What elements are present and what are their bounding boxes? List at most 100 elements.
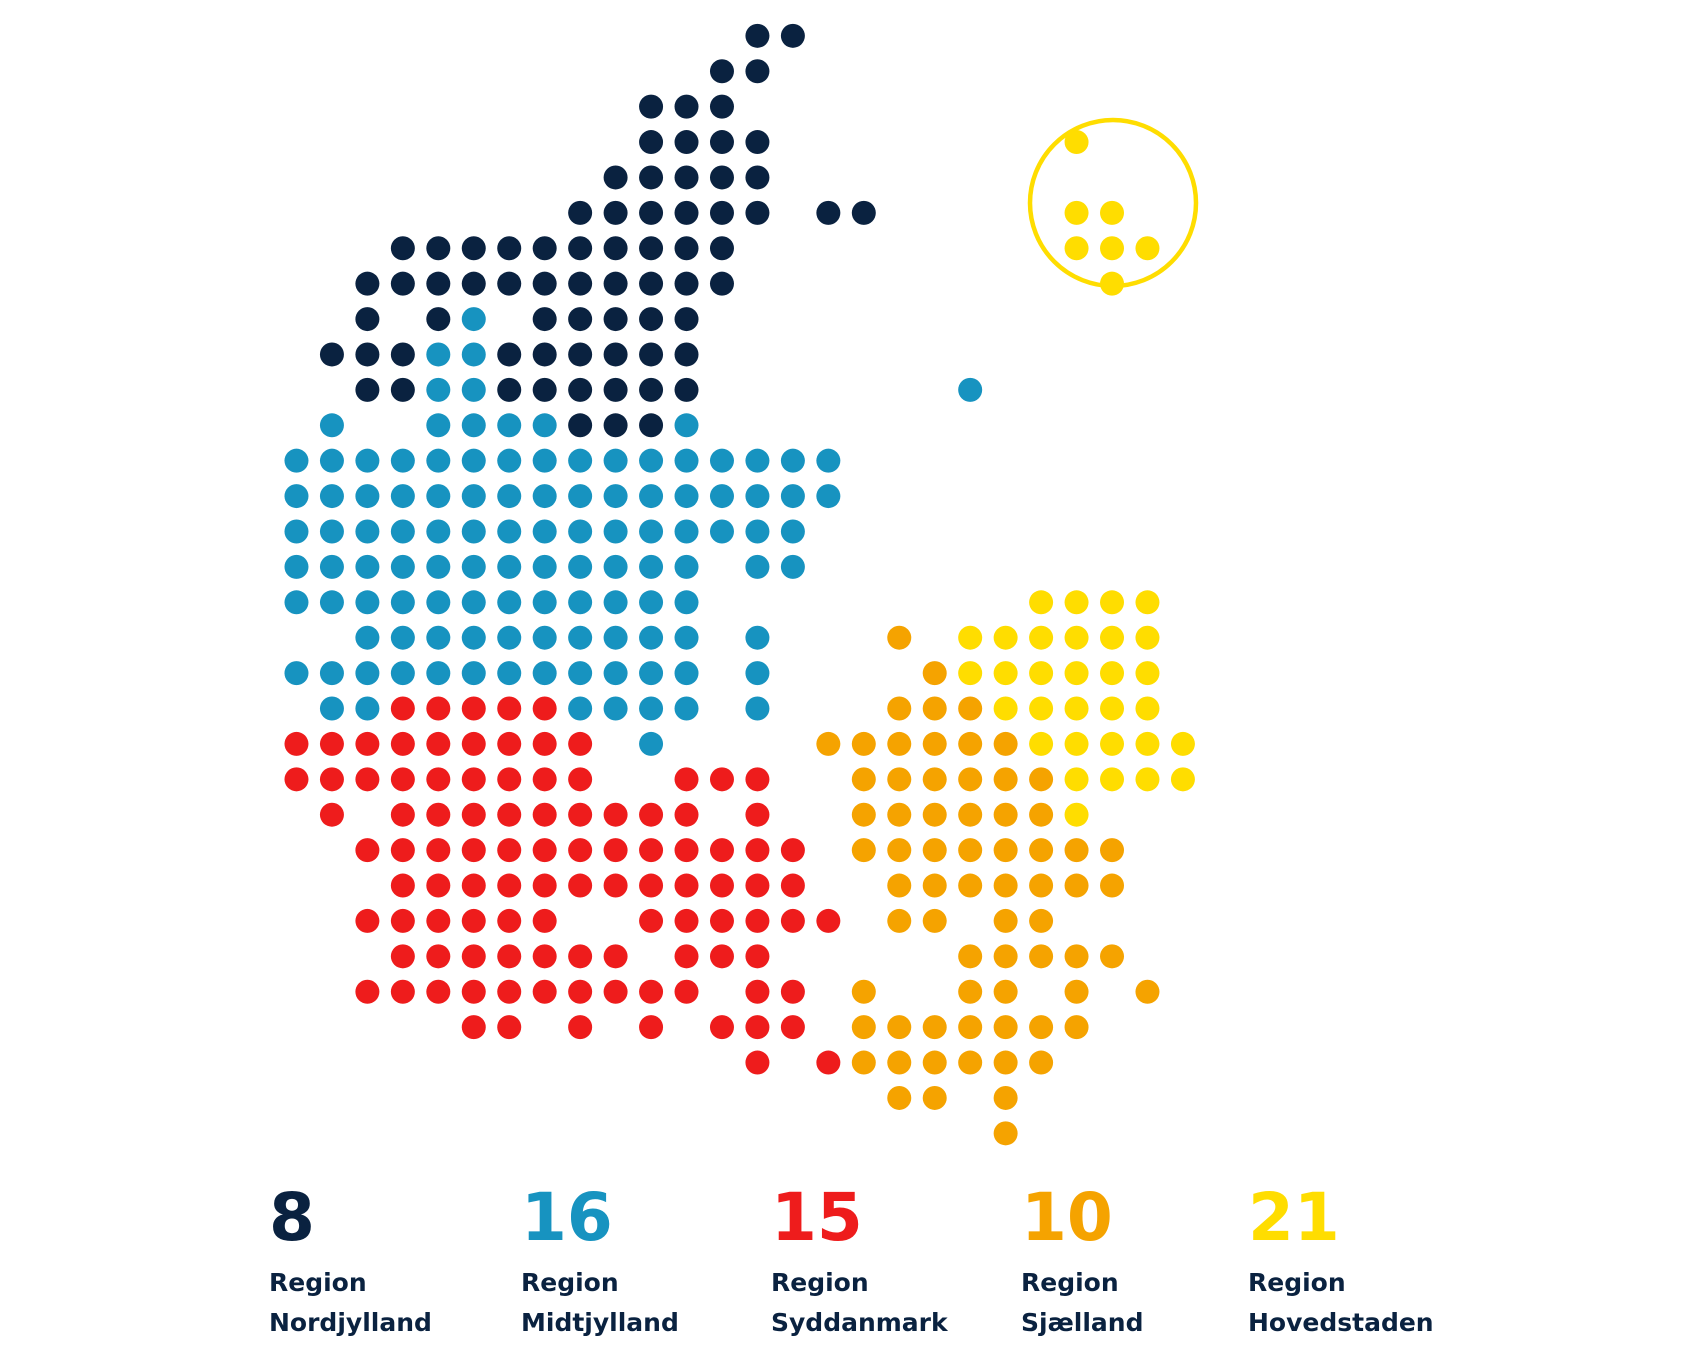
map-dot <box>993 908 1018 933</box>
map-dot <box>709 448 734 473</box>
map-dot <box>284 661 309 686</box>
map-dot <box>887 873 912 898</box>
map-dot <box>426 307 451 332</box>
map-dot <box>958 767 983 792</box>
map-dot <box>887 731 912 756</box>
map-dot <box>1170 767 1195 792</box>
map-dot <box>674 873 699 898</box>
map-dot <box>1064 696 1089 721</box>
map-dot <box>780 23 805 48</box>
map-dot <box>922 838 947 863</box>
map-dot <box>958 802 983 827</box>
map-dot <box>1100 696 1125 721</box>
map-dot <box>816 1050 841 1075</box>
map-dot <box>461 767 486 792</box>
map-dot <box>674 236 699 261</box>
map-dot <box>1100 838 1125 863</box>
map-dot <box>1029 838 1054 863</box>
map-dot <box>603 661 628 686</box>
map-dot <box>851 979 876 1004</box>
map-dot <box>497 377 522 402</box>
map-dot <box>674 696 699 721</box>
map-dot <box>887 802 912 827</box>
map-dot <box>709 944 734 969</box>
map-dot <box>674 519 699 544</box>
map-dot <box>958 1015 983 1040</box>
map-dot <box>461 307 486 332</box>
map-dot <box>1029 944 1054 969</box>
map-dot <box>993 661 1018 686</box>
map-dot <box>355 590 380 615</box>
map-dot <box>461 271 486 296</box>
map-dot <box>390 625 415 650</box>
map-dot <box>1029 767 1054 792</box>
map-dot <box>532 838 557 863</box>
map-dot <box>639 590 664 615</box>
map-dot <box>461 484 486 509</box>
map-dot <box>709 838 734 863</box>
map-dot <box>958 696 983 721</box>
map-dot <box>639 377 664 402</box>
map-dot <box>426 696 451 721</box>
map-dot <box>461 944 486 969</box>
map-dot <box>639 908 664 933</box>
map-dot <box>390 838 415 863</box>
map-dot <box>532 484 557 509</box>
map-dot <box>674 271 699 296</box>
map-dot <box>1100 661 1125 686</box>
map-dot <box>355 307 380 332</box>
map-dot <box>390 554 415 579</box>
map-dot <box>780 1015 805 1040</box>
map-dot <box>1064 236 1089 261</box>
map-dot <box>603 554 628 579</box>
map-dot <box>284 519 309 544</box>
map-dot <box>355 908 380 933</box>
map-dot <box>568 731 593 756</box>
region-label: Nordjylland <box>269 1308 432 1337</box>
map-dot <box>390 590 415 615</box>
map-dot <box>461 696 486 721</box>
map-dot <box>709 908 734 933</box>
map-dot <box>709 59 734 84</box>
map-dot <box>568 554 593 579</box>
map-dot <box>355 448 380 473</box>
map-dot <box>532 802 557 827</box>
map-dot <box>568 1015 593 1040</box>
map-dot <box>745 130 770 155</box>
map-dot <box>497 802 522 827</box>
map-dot <box>461 802 486 827</box>
bornholm-circle <box>1027 117 1199 289</box>
map-dot <box>1029 696 1054 721</box>
map-dot <box>284 448 309 473</box>
map-dot <box>1135 590 1160 615</box>
map-dot <box>887 625 912 650</box>
map-dot <box>745 838 770 863</box>
map-dot <box>674 342 699 367</box>
map-dot <box>568 625 593 650</box>
map-dot <box>390 661 415 686</box>
map-dot <box>426 377 451 402</box>
map-dot <box>887 1050 912 1075</box>
map-dot <box>355 979 380 1004</box>
map-dot <box>1064 1015 1089 1040</box>
map-dot <box>568 519 593 544</box>
map-dot <box>958 979 983 1004</box>
map-dot <box>568 271 593 296</box>
map-dot <box>780 448 805 473</box>
map-dot <box>674 590 699 615</box>
map-dot <box>674 944 699 969</box>
map-dot <box>674 767 699 792</box>
region-count: 21 <box>1248 1179 1340 1256</box>
map-dot <box>568 767 593 792</box>
region-count: 15 <box>771 1179 863 1256</box>
map-dot <box>1100 625 1125 650</box>
map-dot <box>639 130 664 155</box>
map-dot <box>1064 625 1089 650</box>
map-dot <box>603 979 628 1004</box>
map-dot <box>426 236 451 261</box>
map-dot <box>497 271 522 296</box>
map-dot <box>390 271 415 296</box>
map-dot <box>674 200 699 225</box>
map-dot <box>745 165 770 190</box>
map-dot <box>674 413 699 438</box>
